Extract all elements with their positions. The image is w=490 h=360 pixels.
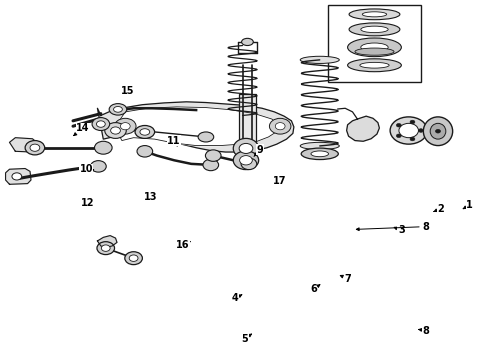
Circle shape xyxy=(410,120,415,124)
Ellipse shape xyxy=(270,118,291,134)
Text: 17: 17 xyxy=(273,176,287,186)
Ellipse shape xyxy=(301,148,338,159)
Ellipse shape xyxy=(430,123,446,139)
Ellipse shape xyxy=(300,142,339,149)
Ellipse shape xyxy=(361,26,388,33)
Ellipse shape xyxy=(135,126,155,138)
Text: 4: 4 xyxy=(232,293,242,303)
Text: 14: 14 xyxy=(74,123,90,136)
Ellipse shape xyxy=(30,144,40,151)
Ellipse shape xyxy=(360,62,389,68)
Ellipse shape xyxy=(205,150,221,161)
Ellipse shape xyxy=(275,123,285,130)
Text: 5: 5 xyxy=(242,333,251,343)
Polygon shape xyxy=(116,107,279,145)
Text: 3: 3 xyxy=(394,225,405,235)
Text: 16: 16 xyxy=(176,240,190,250)
Ellipse shape xyxy=(105,123,126,138)
Ellipse shape xyxy=(240,156,252,165)
Text: 2: 2 xyxy=(434,204,444,214)
Ellipse shape xyxy=(140,129,150,135)
Circle shape xyxy=(12,173,22,180)
Ellipse shape xyxy=(239,143,253,153)
Circle shape xyxy=(410,137,415,141)
Text: 6: 6 xyxy=(310,284,320,294)
Ellipse shape xyxy=(349,9,400,20)
Ellipse shape xyxy=(349,23,400,36)
Text: 8: 8 xyxy=(356,222,429,231)
Ellipse shape xyxy=(355,48,394,55)
Ellipse shape xyxy=(91,161,106,172)
Text: 1: 1 xyxy=(463,200,473,210)
Ellipse shape xyxy=(361,43,388,51)
Ellipse shape xyxy=(362,12,387,17)
Ellipse shape xyxy=(129,255,138,261)
Ellipse shape xyxy=(198,132,214,142)
Ellipse shape xyxy=(241,158,257,170)
Ellipse shape xyxy=(311,151,329,157)
Circle shape xyxy=(418,129,423,132)
Ellipse shape xyxy=(233,138,259,158)
Polygon shape xyxy=(5,168,31,184)
Ellipse shape xyxy=(115,118,136,134)
Ellipse shape xyxy=(347,38,401,57)
Ellipse shape xyxy=(95,141,112,154)
Bar xyxy=(328,5,421,82)
Ellipse shape xyxy=(242,39,253,45)
Text: 13: 13 xyxy=(145,192,158,202)
Text: 7: 7 xyxy=(340,274,351,284)
Ellipse shape xyxy=(101,245,110,251)
Text: 11: 11 xyxy=(168,136,181,146)
Ellipse shape xyxy=(97,121,105,127)
Polygon shape xyxy=(9,138,39,152)
Ellipse shape xyxy=(111,127,121,134)
Ellipse shape xyxy=(233,151,259,170)
Text: 9: 9 xyxy=(254,144,263,156)
Polygon shape xyxy=(346,116,379,141)
Text: 12: 12 xyxy=(81,198,95,208)
Ellipse shape xyxy=(109,104,127,115)
Ellipse shape xyxy=(25,140,45,155)
Bar xyxy=(239,94,256,144)
Ellipse shape xyxy=(423,117,453,145)
Circle shape xyxy=(436,130,441,133)
Ellipse shape xyxy=(399,123,418,138)
Ellipse shape xyxy=(125,252,143,265)
Ellipse shape xyxy=(347,59,401,72)
Ellipse shape xyxy=(92,118,110,131)
Ellipse shape xyxy=(300,56,339,63)
Circle shape xyxy=(396,123,401,127)
Ellipse shape xyxy=(97,242,115,255)
Ellipse shape xyxy=(114,107,122,112)
Text: 8: 8 xyxy=(418,325,429,336)
Ellipse shape xyxy=(390,117,427,144)
Circle shape xyxy=(396,134,401,138)
Polygon shape xyxy=(98,235,117,247)
Text: 15: 15 xyxy=(121,86,134,96)
Ellipse shape xyxy=(121,123,130,130)
Polygon shape xyxy=(98,102,294,152)
Ellipse shape xyxy=(203,159,219,171)
Ellipse shape xyxy=(137,145,153,157)
Text: 10: 10 xyxy=(79,164,94,174)
